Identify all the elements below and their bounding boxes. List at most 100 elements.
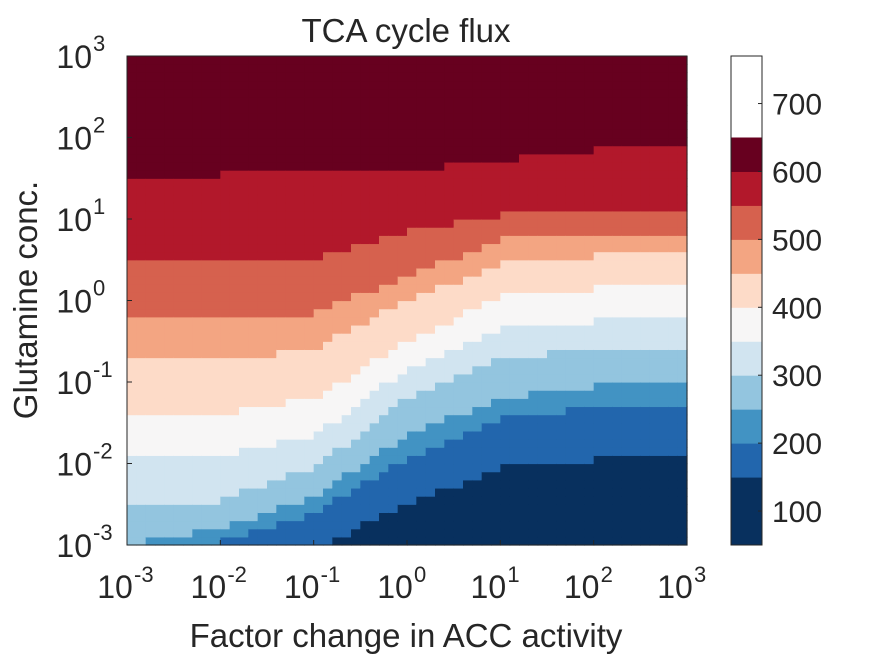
heatmap-cell: [519, 414, 529, 424]
heatmap-cell: [565, 129, 576, 139]
heatmap-cell: [668, 121, 679, 130]
heatmap-cell: [584, 235, 595, 245]
heatmap-cell: [584, 284, 595, 293]
heatmap-cell: [351, 145, 361, 155]
heatmap-cell: [211, 64, 221, 73]
heatmap-cell: [267, 341, 277, 350]
heatmap-cell: [631, 129, 641, 139]
heatmap-cell: [575, 259, 585, 269]
heatmap-cell: [631, 194, 641, 204]
heatmap-cell: [397, 406, 408, 416]
heatmap-cell: [369, 455, 380, 465]
heatmap-cell: [332, 504, 343, 513]
heatmap-cell: [575, 80, 585, 90]
heatmap-cell: [173, 292, 184, 302]
heatmap-cell: [631, 284, 641, 293]
heatmap-cell: [463, 390, 473, 399]
heatmap-cell: [192, 406, 203, 416]
heatmap-cell: [435, 153, 445, 163]
heatmap-cell: [304, 300, 315, 310]
heatmap-cell: [173, 137, 184, 147]
heatmap-cell: [351, 227, 361, 236]
heatmap-cell: [509, 316, 520, 326]
heatmap-cell: [425, 357, 436, 367]
heatmap-cell: [677, 267, 688, 277]
heatmap-cell: [500, 300, 511, 310]
heatmap-cell: [584, 267, 595, 277]
heatmap-cell: [239, 390, 249, 399]
heatmap-cell: [229, 365, 240, 375]
heatmap-cell: [612, 439, 623, 448]
heatmap-cell: [313, 129, 324, 139]
heatmap-cell: [444, 487, 455, 497]
heatmap-cell: [575, 96, 585, 106]
heatmap-cell: [257, 479, 268, 489]
heatmap-cell: [295, 251, 305, 261]
heatmap-cell: [509, 137, 520, 147]
heatmap-cell: [285, 300, 296, 310]
heatmap-cell: [267, 284, 277, 293]
heatmap-cell: [145, 153, 156, 163]
heatmap-cell: [481, 194, 492, 204]
heatmap-cell: [155, 178, 165, 187]
heatmap-cell: [332, 80, 343, 90]
heatmap-cell: [463, 365, 473, 375]
heatmap-cell: [248, 414, 259, 424]
heatmap-cell: [659, 129, 669, 139]
heatmap-cell: [481, 284, 492, 293]
heatmap-cell: [677, 439, 688, 448]
heatmap-cell: [313, 56, 324, 65]
heatmap-cell: [397, 186, 408, 196]
heatmap-cell: [127, 88, 137, 98]
heatmap-cell: [285, 96, 296, 106]
heatmap-cell: [304, 80, 315, 90]
heatmap-cell: [463, 349, 473, 359]
heatmap-cell: [649, 284, 660, 293]
heatmap-cell: [351, 243, 361, 253]
heatmap-cell: [201, 308, 212, 318]
heatmap-cell: [547, 324, 557, 334]
heatmap-cell: [201, 422, 212, 432]
heatmap-cell: [276, 80, 287, 90]
heatmap-cell: [257, 439, 268, 448]
heatmap-cell: [631, 113, 641, 122]
heatmap-cell: [565, 365, 576, 375]
heatmap-cell: [621, 96, 632, 106]
heatmap-cell: [257, 64, 268, 73]
heatmap-cell: [388, 479, 399, 489]
heatmap-cell: [220, 202, 231, 212]
heatmap-cell: [239, 202, 249, 212]
heatmap-cell: [155, 430, 165, 440]
heatmap-cell: [313, 398, 324, 408]
heatmap-cell: [463, 235, 473, 245]
heatmap-cell: [183, 308, 193, 318]
heatmap-cell: [612, 129, 623, 139]
heatmap-cell: [575, 447, 585, 456]
heatmap-cell: [332, 194, 343, 204]
heatmap-cell: [537, 341, 548, 350]
heatmap-cell: [164, 161, 175, 171]
heatmap-cell: [173, 455, 184, 465]
heatmap-cell: [435, 439, 445, 448]
heatmap-cell: [323, 64, 333, 73]
heatmap-cell: [435, 227, 445, 236]
heatmap-cell: [575, 316, 585, 326]
heatmap-cell: [285, 194, 296, 204]
heatmap-cell: [183, 406, 193, 416]
heatmap-cell: [472, 333, 483, 342]
heatmap-cell: [435, 365, 445, 375]
heatmap-cell: [397, 536, 408, 546]
heatmap-cell: [528, 471, 539, 481]
heatmap-cell: [668, 390, 679, 399]
heatmap-cell: [313, 251, 324, 261]
heatmap-cell: [500, 292, 511, 302]
heatmap-cell: [425, 137, 436, 147]
heatmap-cell: [407, 210, 417, 220]
heatmap-cell: [341, 324, 352, 334]
heatmap-cell: [295, 455, 305, 465]
heatmap-cell: [341, 479, 352, 489]
heatmap-cell: [556, 430, 567, 440]
heatmap-cell: [173, 243, 184, 253]
heatmap-cell: [295, 104, 305, 114]
heatmap-cell: [575, 430, 585, 440]
